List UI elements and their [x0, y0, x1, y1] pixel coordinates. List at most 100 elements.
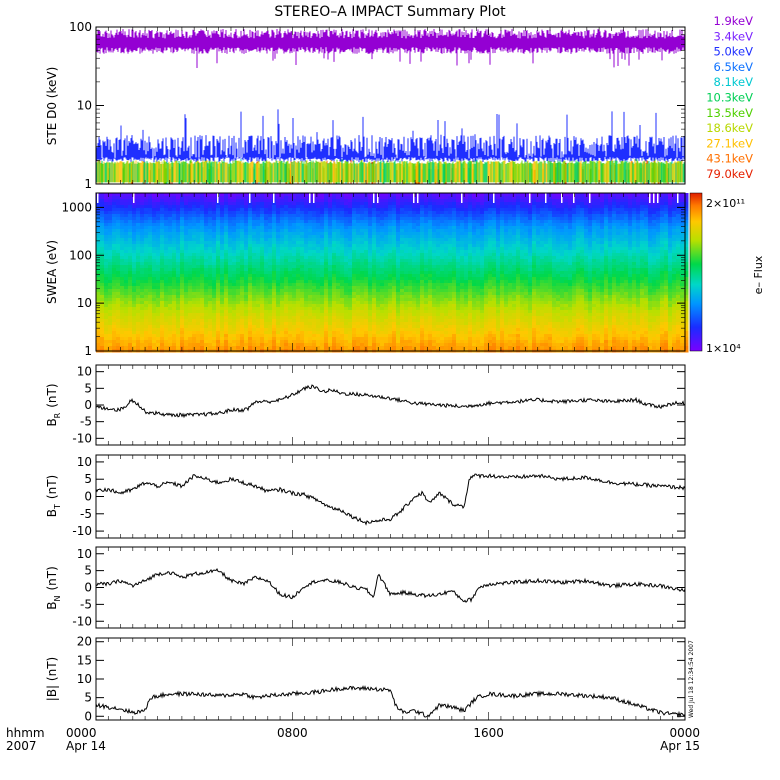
- swea-cell: [224, 241, 229, 245]
- swea-cell: [236, 205, 241, 209]
- swea-cell: [212, 280, 217, 284]
- swea-cell: [196, 316, 201, 320]
- swea-cell: [268, 202, 273, 206]
- swea-cell: [124, 256, 129, 260]
- swea-cell: [192, 301, 197, 305]
- swea-cell: [280, 289, 285, 293]
- swea-cell: [276, 208, 281, 212]
- swea-cell: [276, 244, 281, 248]
- swea-cell: [228, 292, 233, 296]
- swea-cell: [196, 286, 201, 290]
- swea-cell: [244, 199, 249, 203]
- swea-cell: [192, 196, 197, 200]
- swea-cell: [136, 295, 141, 299]
- swea-gap: [133, 193, 135, 203]
- swea-cell: [284, 265, 289, 269]
- swea-cell: [260, 226, 265, 230]
- swea-cell: [120, 301, 125, 305]
- swea-cell: [232, 292, 237, 296]
- swea-cell: [132, 286, 137, 290]
- swea-cell: [184, 229, 189, 233]
- swea-cell: [116, 262, 121, 266]
- swea-cell: [260, 334, 265, 338]
- swea-cell: [200, 331, 205, 335]
- ste-y-label: STE D0 (keV): [45, 67, 59, 146]
- swea-cell: [308, 265, 313, 269]
- swea-cell: [156, 271, 161, 275]
- swea-cell: [272, 274, 277, 278]
- swea-cell: [140, 277, 145, 281]
- swea-cell: [188, 265, 193, 269]
- swea-cell: [116, 259, 121, 263]
- swea-cell: [244, 301, 249, 305]
- swea-cell: [280, 250, 285, 254]
- swea-cell: [144, 271, 149, 275]
- swea-cell: [228, 304, 233, 308]
- swea-cell: [256, 274, 261, 278]
- swea-cell: [212, 340, 217, 344]
- swea-cell: [160, 208, 165, 212]
- swea-cell: [104, 232, 109, 236]
- swea-cell: [164, 199, 169, 203]
- swea-cell: [244, 196, 249, 200]
- swea-cell: [96, 226, 101, 230]
- swea-cell: [300, 340, 305, 344]
- swea-cell: [228, 223, 233, 227]
- swea-cell: [168, 214, 173, 218]
- swea-cell: [272, 238, 277, 242]
- swea-cell: [164, 343, 169, 347]
- swea-cell: [280, 199, 285, 203]
- swea-cell: [248, 304, 253, 308]
- swea-cell: [164, 235, 169, 239]
- swea-cell: [192, 319, 197, 323]
- swea-cell: [168, 244, 173, 248]
- swea-cell: [160, 301, 165, 305]
- swea-cell: [304, 274, 309, 278]
- swea-cell: [108, 226, 113, 230]
- legend-entry: 6.5keV: [714, 60, 754, 74]
- swea-cell: [152, 271, 157, 275]
- y-tick-label: 10: [77, 99, 92, 113]
- swea-cell: [232, 277, 237, 281]
- swea-cell: [228, 319, 233, 323]
- swea-cell: [176, 235, 181, 239]
- swea-cell: [224, 325, 229, 329]
- swea-cell: [112, 196, 117, 200]
- swea-cell: [156, 208, 161, 212]
- swea-cell: [304, 322, 309, 326]
- swea-cell: [112, 292, 117, 296]
- swea-cell: [96, 310, 101, 314]
- swea-cell: [156, 310, 161, 314]
- swea-cell: [192, 295, 197, 299]
- swea-cell: [304, 223, 309, 227]
- swea-cell: [244, 346, 249, 350]
- swea-cell: [140, 343, 145, 347]
- swea-cell: [104, 244, 109, 248]
- swea-cell: [164, 340, 169, 344]
- swea-cell: [100, 253, 105, 257]
- swea-cell: [260, 328, 265, 332]
- swea-cell: [216, 214, 221, 218]
- swea-cell: [132, 319, 137, 323]
- swea-cell: [124, 268, 129, 272]
- swea-cell: [260, 286, 265, 290]
- swea-cell: [112, 253, 117, 257]
- swea-cell: [96, 289, 101, 293]
- swea-cell: [148, 235, 153, 239]
- swea-cell: [316, 280, 321, 284]
- swea-cell: [260, 340, 265, 344]
- swea-cell: [296, 217, 301, 221]
- swea-cell: [300, 292, 305, 296]
- swea-cell: [244, 223, 249, 227]
- swea-cell: [292, 316, 297, 320]
- swea-cell: [188, 214, 193, 218]
- swea-cell: [144, 241, 149, 245]
- swea-cell: [176, 196, 181, 200]
- swea-cell: [228, 337, 233, 341]
- swea-cell: [96, 343, 101, 347]
- swea-cell: [144, 256, 149, 260]
- swea-cell: [312, 241, 317, 245]
- swea-cell: [208, 298, 213, 302]
- swea-cell: [176, 202, 181, 206]
- swea-cell: [236, 235, 241, 239]
